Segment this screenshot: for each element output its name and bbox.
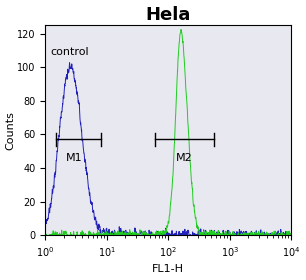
Y-axis label: Counts: Counts <box>6 111 16 150</box>
X-axis label: FL1-H: FL1-H <box>152 264 184 274</box>
Text: M2: M2 <box>176 153 192 163</box>
Text: control: control <box>50 47 89 57</box>
Text: M1: M1 <box>66 153 82 163</box>
Title: Hela: Hela <box>145 6 191 24</box>
